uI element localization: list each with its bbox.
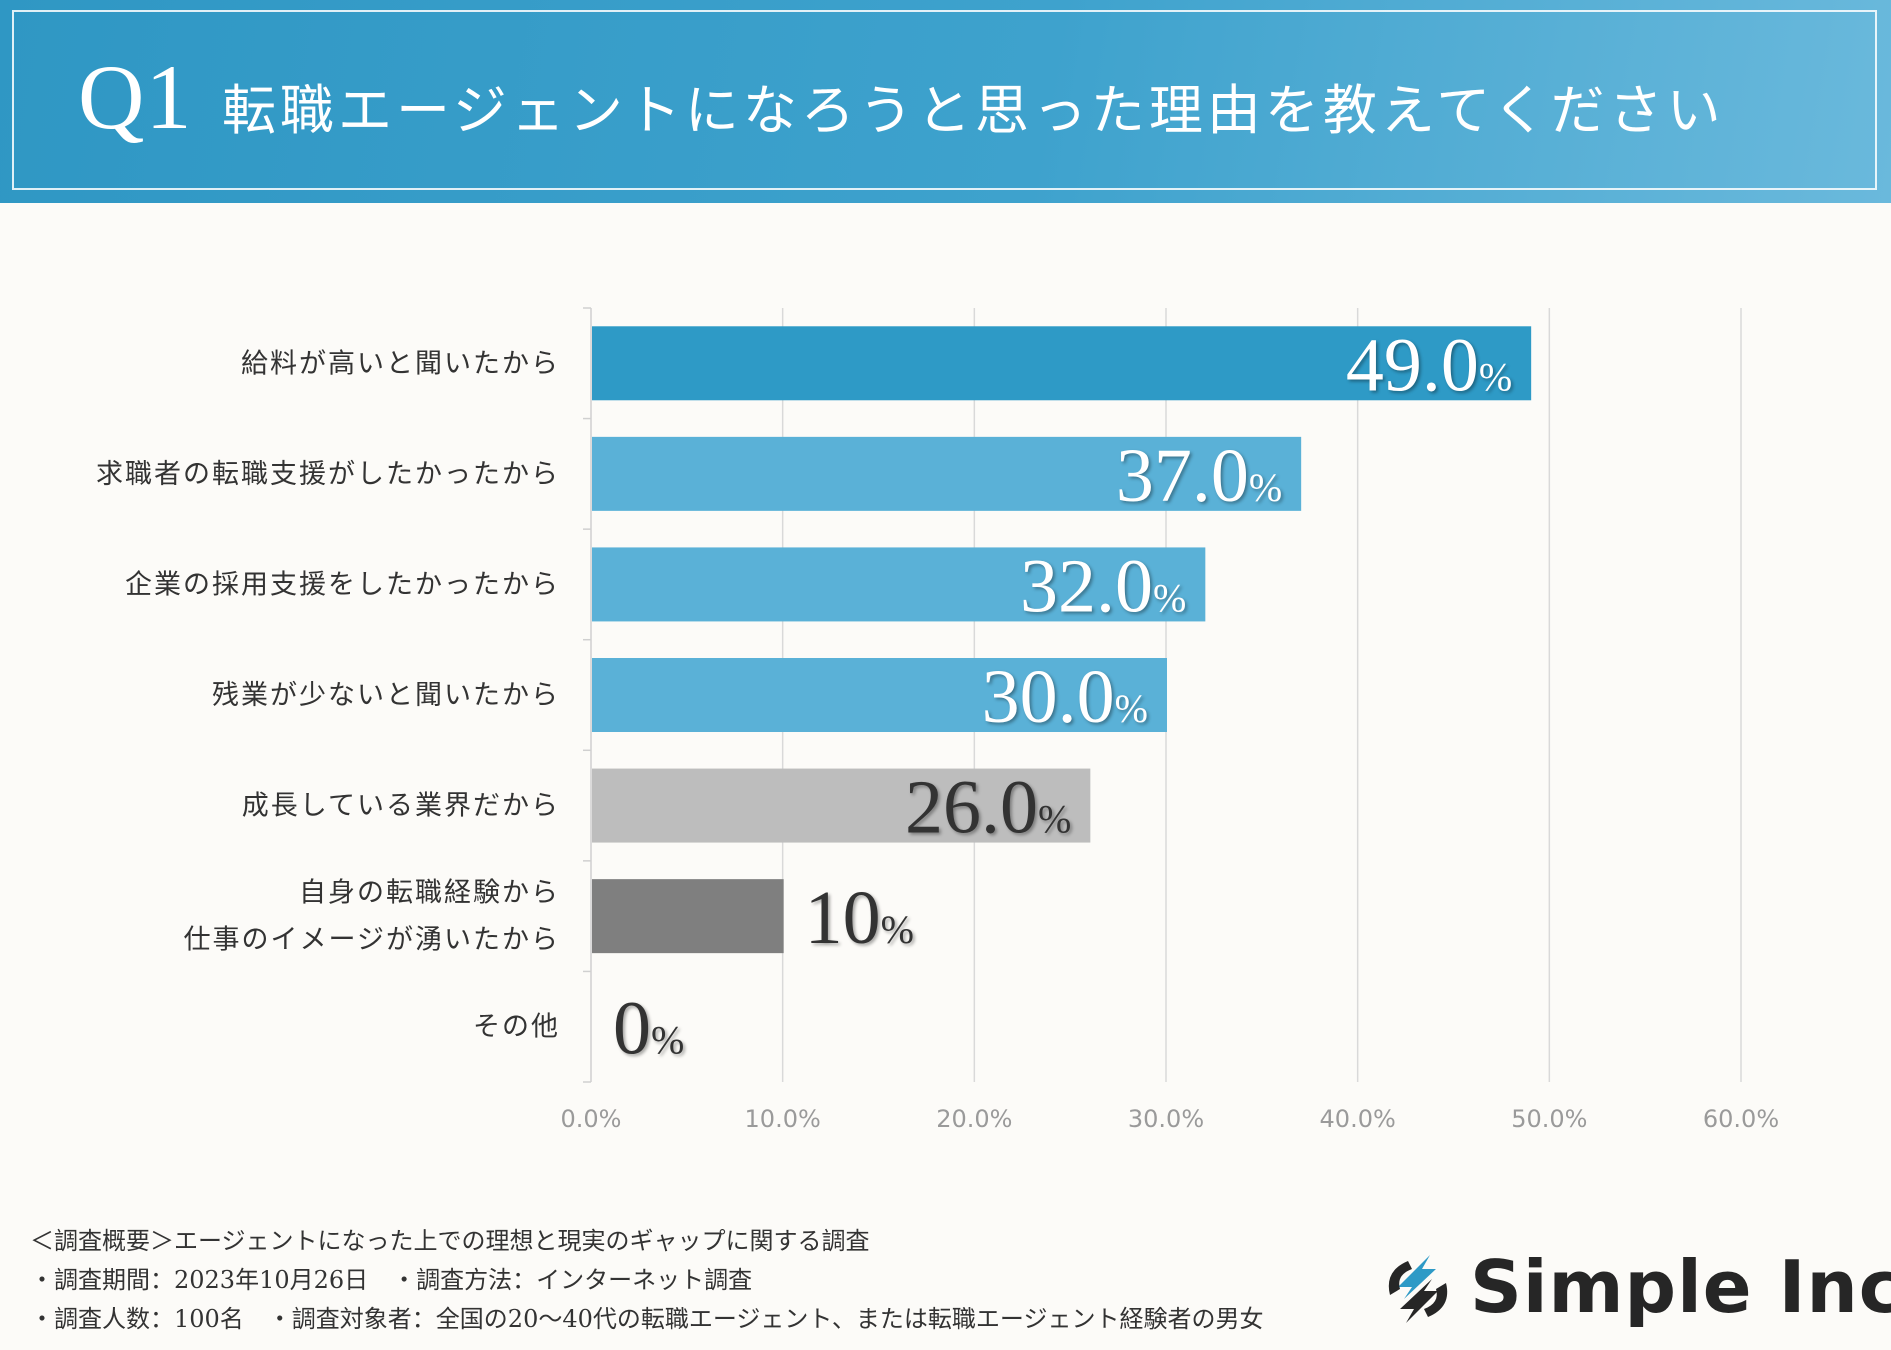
bar-chart: 0.0% 10.0% 20.0% 30.0% 40.0% 50.0% 60.0% 給料が高いと… <box>96 307 1779 1133</box>
bar <box>592 768 1091 843</box>
survey-summary-line-2: ・調査期間：2023年10月26日 ・調査方法：インターネット調査 <box>30 1266 753 1294</box>
header-banner: Q1 転職エージェントになろうと思った理由を教えてください <box>0 0 1891 203</box>
category-label: 求職者の転職支援がしたかったから <box>96 459 560 490</box>
bar <box>592 436 1302 511</box>
x-tick-label: 0.0% <box>561 1105 622 1133</box>
logo-mark-icon <box>1388 1255 1448 1323</box>
category-label: 給料が高いと聞いたから <box>241 348 560 379</box>
x-tick-label: 40.0% <box>1320 1105 1396 1133</box>
category-label: 仕事のイメージが湧いたから <box>184 925 560 956</box>
survey-summary: ＜調査概要＞エージェントになった上での理想と現実のギャップに関する調査 ・調査期… <box>30 1222 1263 1339</box>
bar <box>592 879 784 954</box>
brand-name: Simple Inc. <box>1470 1245 1891 1329</box>
category-label: 自身の転職経験から <box>299 878 560 909</box>
question-number: Q1 <box>78 46 193 148</box>
value-label: 37.0% <box>1116 434 1282 518</box>
x-tick-label: 30.0% <box>1128 1105 1204 1133</box>
category-label: 残業が少ないと聞いたから <box>212 680 560 711</box>
value-label: 26.0% <box>905 766 1071 850</box>
bar <box>592 326 1532 401</box>
x-tick-label: 50.0% <box>1511 1105 1587 1133</box>
category-label: 企業の採用支援をしたかったから <box>125 569 560 600</box>
value-label: 0% <box>613 987 684 1071</box>
value-label: 49.0% <box>1346 323 1512 407</box>
x-tick-label: 60.0% <box>1703 1105 1779 1133</box>
company-logo: Simple Inc. <box>1378 1245 1891 1335</box>
question-title: 転職エージェントになろうと思った理由を教えてください <box>222 79 1725 142</box>
value-label: 10% <box>805 876 914 960</box>
survey-summary-line-3: ・調査人数：100名 ・調査対象者：全国の20〜40代の転職エージェント、または… <box>30 1305 1264 1333</box>
x-tick-label: 20.0% <box>936 1105 1012 1133</box>
bar <box>592 658 1167 732</box>
value-label: 32.0% <box>1020 544 1186 628</box>
header-frame <box>12 10 1877 190</box>
value-label: 30.0% <box>982 655 1148 739</box>
survey-summary-line-1: ＜調査概要＞エージェントになった上での理想と現実のギャップに関する調査 <box>30 1227 870 1255</box>
category-label: 成長している業界だから <box>242 791 560 822</box>
x-tick-label: 10.0% <box>745 1105 821 1133</box>
bar <box>592 547 1206 622</box>
category-label: その他 <box>473 1012 560 1043</box>
